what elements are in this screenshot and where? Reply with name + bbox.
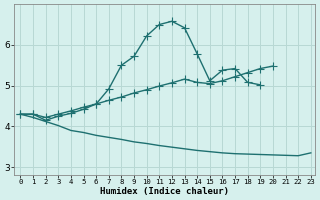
X-axis label: Humidex (Indice chaleur): Humidex (Indice chaleur) — [100, 187, 229, 196]
